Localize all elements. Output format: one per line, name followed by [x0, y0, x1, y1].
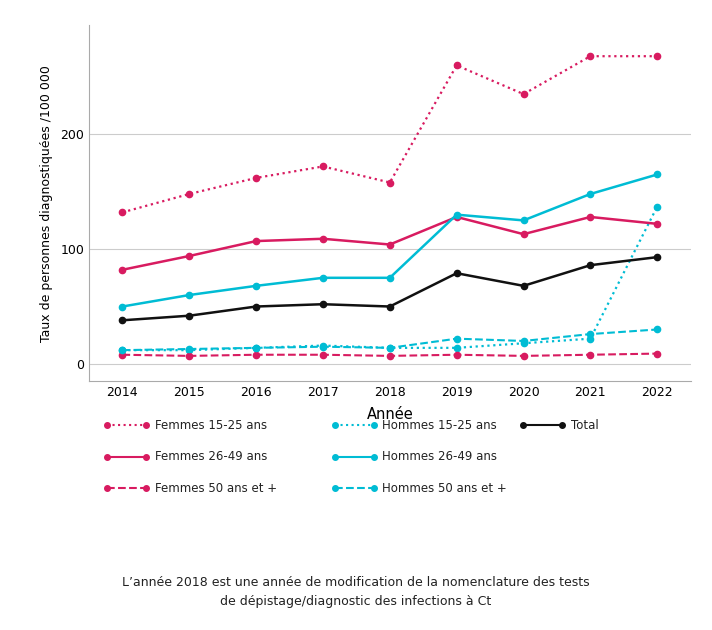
Text: L’année 2018 est une année de modification de la nomenclature des tests: L’année 2018 est une année de modificati…: [122, 576, 590, 589]
Text: Femmes 26-49 ans: Femmes 26-49 ans: [155, 450, 267, 463]
Text: Hommes 15-25 ans: Hommes 15-25 ans: [382, 419, 497, 432]
Text: Hommes 26-49 ans: Hommes 26-49 ans: [382, 450, 498, 463]
Text: Femmes 15-25 ans: Femmes 15-25 ans: [155, 419, 266, 432]
Y-axis label: Taux de personnes diagnostiquées /100 000: Taux de personnes diagnostiquées /100 00…: [41, 65, 53, 341]
X-axis label: Année: Année: [367, 408, 413, 422]
Text: Femmes 50 ans et +: Femmes 50 ans et +: [155, 482, 277, 495]
Text: de dépistage/diagnostic des infections à Ct: de dépistage/diagnostic des infections à…: [221, 595, 491, 608]
Text: Hommes 50 ans et +: Hommes 50 ans et +: [382, 482, 507, 495]
Text: Total: Total: [571, 419, 599, 432]
